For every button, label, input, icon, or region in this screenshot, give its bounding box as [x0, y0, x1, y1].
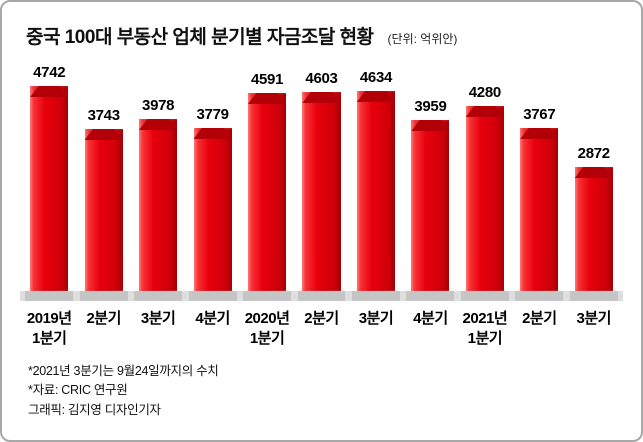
bar-shadow	[460, 291, 509, 301]
bar-group: 4634	[349, 69, 403, 301]
bar-top-face	[193, 128, 232, 139]
bar	[356, 91, 395, 291]
x-axis-label-line: 2분기	[304, 310, 339, 327]
bar-shadow	[79, 291, 128, 301]
footnote-line: *자료: CRIC 연구원	[28, 383, 128, 398]
bar	[520, 128, 559, 291]
x-axis-label-line: 3분기	[140, 310, 176, 327]
bar-top-face	[139, 119, 178, 130]
x-axis-label-line: 2분기	[522, 310, 557, 327]
chart-header: 중국 100대 부동산 업체 분기별 자금조달 현황 (단위: 억위안)	[18, 22, 625, 49]
x-axis-label-line: 2분기	[86, 310, 121, 327]
bar-group: 4591	[240, 71, 294, 301]
bar	[574, 167, 613, 291]
x-axis-label: 3분기	[349, 309, 403, 348]
bar-value-label: 4634	[359, 69, 393, 86]
x-axis-label: 2020년 1분기	[240, 309, 294, 348]
bar	[84, 129, 123, 291]
bar-group: 3978	[131, 97, 185, 301]
bar-group: 4603	[294, 70, 348, 301]
bar-value-label: 3978	[142, 97, 175, 114]
footnotes: *2021년 3분기는 9월24일까지의 수치 *자료: CRIC 연구원 그래…	[18, 362, 625, 420]
bar	[139, 119, 178, 291]
footnote-line: *2021년 3분기는 9월24일까지의 수치	[28, 364, 219, 378]
bar-shadow	[25, 291, 74, 301]
x-axis-label: 2분기	[76, 309, 130, 348]
bar-group: 3767	[512, 106, 566, 301]
x-axis-label-line: 3분기	[576, 310, 612, 327]
x-axis-row: 2019년 1분기 2분기 3분기 4분기 2020년 1분기 2분기 3분기 4분기 2021년 1…	[18, 309, 625, 348]
bar-shadow	[351, 291, 400, 301]
bar-top-face	[84, 129, 123, 140]
bar-value-label: 3743	[87, 107, 120, 124]
x-axis-label-line: 3분기	[358, 310, 394, 327]
bar-top-face	[411, 120, 450, 131]
bar-chart-plot-area: 4742 3743 3978 3779 4591 4603 4634 3959 4280 3767…	[18, 55, 625, 301]
unit-label: (단위: 억위안)	[387, 32, 458, 46]
x-axis-label-line: 2020년	[244, 310, 290, 327]
bar-group: 3743	[76, 107, 130, 301]
bar-shadow	[188, 291, 237, 301]
x-axis-label-line: 1분기	[32, 329, 67, 347]
bar-shadow	[243, 291, 291, 301]
x-axis-label-line: 1분기	[467, 329, 503, 347]
bar-value-label: 4603	[305, 70, 338, 87]
x-axis-label: 3분기	[131, 309, 185, 348]
x-axis-label: 2분기	[294, 309, 348, 348]
bar-shadow	[297, 291, 346, 301]
bar-shadow	[515, 291, 564, 301]
bar-shadow	[569, 291, 618, 301]
bar-top-face	[465, 106, 504, 117]
footnote-line: 그래픽: 김지영 디자인기자	[28, 402, 161, 417]
bar-value-label: 3779	[196, 106, 229, 123]
bar-value-label: 3767	[523, 106, 556, 123]
bar-value-label: 3959	[414, 98, 447, 115]
bar-top-face	[302, 92, 341, 103]
x-axis-label-line: 2019년	[26, 310, 72, 327]
x-axis-label-line: 1분기	[249, 329, 285, 347]
bar-group: 3959	[403, 98, 457, 301]
bar-top-face	[356, 91, 395, 102]
bar-group: 4742	[22, 64, 76, 301]
bar-top-face	[520, 128, 559, 139]
x-axis-label-line: 2021년	[462, 310, 508, 327]
bar-value-label: 4742	[33, 64, 66, 81]
bar-group: 2872	[567, 145, 621, 301]
bar-top-face	[574, 167, 613, 178]
bar	[465, 106, 504, 291]
bar-value-label: 4591	[250, 71, 284, 88]
x-axis-label: 4분기	[403, 309, 457, 348]
bar-top-face	[247, 93, 287, 104]
x-axis-label-line: 4분기	[195, 310, 230, 327]
bar-value-label: 4280	[468, 84, 501, 101]
bar-group: 3779	[185, 106, 239, 301]
x-axis-label: 4분기	[185, 309, 239, 348]
bar	[302, 92, 341, 291]
x-axis-label: 2021년 1분기	[458, 309, 512, 348]
bar	[411, 120, 450, 291]
bar-top-face	[30, 86, 69, 97]
bar-shadow	[134, 291, 183, 301]
bar-group: 4280	[458, 84, 512, 301]
chart-title: 중국 100대 부동산 업체 분기별 자금조달 현황	[26, 27, 374, 48]
bar	[30, 86, 69, 291]
bar-shadow	[406, 291, 455, 301]
bar	[193, 128, 232, 291]
x-axis-label: 3분기	[567, 309, 621, 348]
bar	[247, 93, 287, 291]
x-axis-label: 2019년 1분기	[22, 309, 76, 348]
x-axis-label: 2분기	[512, 309, 566, 348]
x-axis-label-line: 4분기	[413, 310, 448, 327]
bar-value-label: 2872	[577, 145, 610, 162]
